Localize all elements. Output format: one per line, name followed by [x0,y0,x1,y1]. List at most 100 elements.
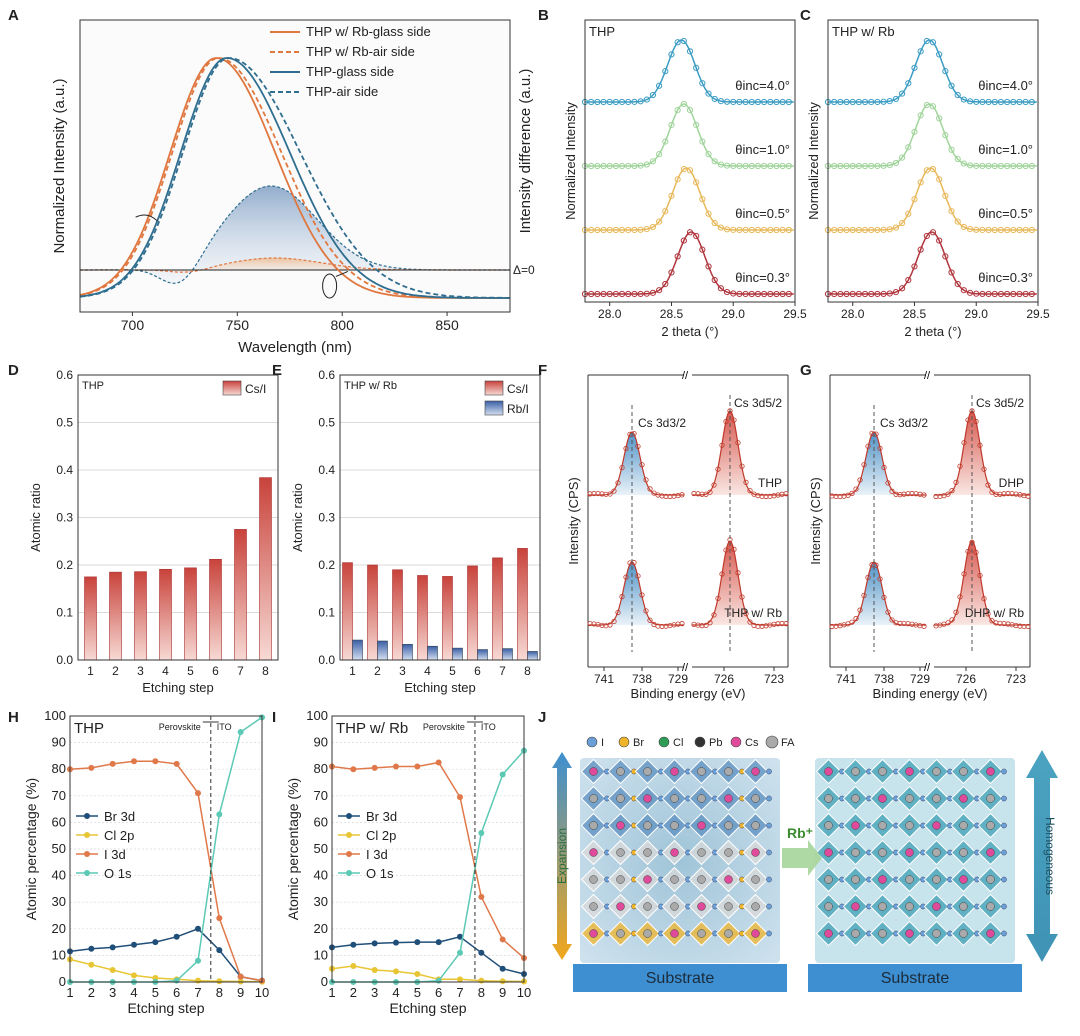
panel-label-i: I [272,709,276,726]
y-tick-label: 0.3 [318,511,335,525]
a-site-cation [643,821,652,830]
xps-data-point [881,594,887,601]
xrd-data-point [717,97,724,105]
xrd-data-point [1022,290,1029,298]
x-tick-label: 7 [237,664,244,678]
xrd-data-point [905,210,912,217]
bar-Cs/I [442,576,453,661]
xrd-data-point [600,226,607,234]
xrd-data-point [705,151,712,158]
xrd-data-point [594,290,601,298]
series-point [393,968,399,975]
halide [766,822,772,829]
a-site-cation [986,821,995,830]
legend-marker [84,832,90,838]
x-tick-label: 3 [137,664,144,678]
legend-marker-I [586,736,598,748]
series-line-Br 3d [331,935,525,975]
xrd-data-point [843,226,850,234]
difference-area-0 [80,186,510,284]
xps-data-point [885,609,891,615]
xrd-data-point [880,290,887,297]
xps-data-point [849,490,855,496]
x-tick-label: 10 [255,985,269,1000]
series-point [350,941,357,948]
series-point [457,949,463,956]
xrd-data-point [948,146,955,153]
xps-data-point [849,619,855,625]
xrd-data-point [905,144,912,151]
xrd-data-point [899,90,906,97]
chart-title: THP w/ Rb [832,24,895,39]
bar-Rb/I [452,647,463,661]
y-tick-label: 0.2 [318,558,335,572]
series-point [237,973,244,980]
xps-data-point [889,488,895,494]
series-point [237,728,244,735]
xrd-data-point [588,162,595,170]
xrd-data-point [880,98,887,105]
x-tick-label: 28.0 [841,307,865,321]
xrd-data-point [637,290,644,298]
series-line-O 1s [70,716,263,983]
xps-data-point [865,574,871,581]
a-site-cation [986,875,995,884]
interface-label: ITO [481,722,496,732]
plot-frame [331,715,525,983]
xrd-data-point [861,290,869,298]
x-tick-label: 2 [112,664,119,678]
bar-Cs/I [134,571,147,661]
xps-data-point [731,546,737,552]
panel-label-j: J [538,709,546,726]
xrd-data-point [880,226,887,233]
x-tick-label: 726 [714,672,734,686]
xrd-data-point [874,162,881,170]
a-site-cation [643,902,652,911]
xrd-data-point [917,48,924,55]
xrd-data-point [954,91,961,99]
a-site-cation [589,767,598,776]
legend-entry: Rb/I [507,402,529,416]
xrd-data-point [730,226,737,233]
xrd-data-point [662,68,669,75]
xrd-data-point [643,290,650,297]
series-point [478,949,485,956]
xps-data-point [985,611,991,617]
x-tick-label: 3 [109,985,116,1000]
series-point [435,939,442,946]
xrd-data-point [779,98,786,106]
y-tick-label: 90 [52,735,66,750]
axis-break [926,372,934,378]
expansion-label: Expansion [555,828,569,884]
xrd-data-point [736,226,743,234]
xrd-data-point [886,161,893,169]
y-tick-label: 70 [52,788,66,803]
xps-data-point [865,443,871,449]
x-tick-label: 8 [262,664,269,678]
xrd-data-point [868,226,875,234]
series-point [393,939,399,946]
a-site-cation [643,767,652,776]
series-point [173,933,180,940]
xps-data-point [715,595,721,602]
xrd-data-point [979,290,986,298]
xrd-data-point [923,101,930,109]
y-tick-label: 0.0 [56,653,73,667]
xrd-data-point [948,269,955,276]
x-tick-label: 5 [449,664,456,678]
xps-data-point [861,462,867,468]
xrd-data-point [1004,226,1011,234]
y-tick-label: 90 [314,735,328,750]
series-label: θinc=0.3° [735,270,790,285]
xrd-data-point [917,112,924,119]
xrd-data-point [693,179,700,186]
series-line-Cl 2p [69,958,263,983]
difference-line-0 [80,185,510,284]
xps-data-point [861,592,867,599]
xrd-data-point [1016,290,1023,298]
xps-data-point [619,594,625,600]
xps-peak-fill [830,432,926,495]
x-tick-label: 7 [194,985,201,1000]
xrd-data-point [843,98,850,106]
